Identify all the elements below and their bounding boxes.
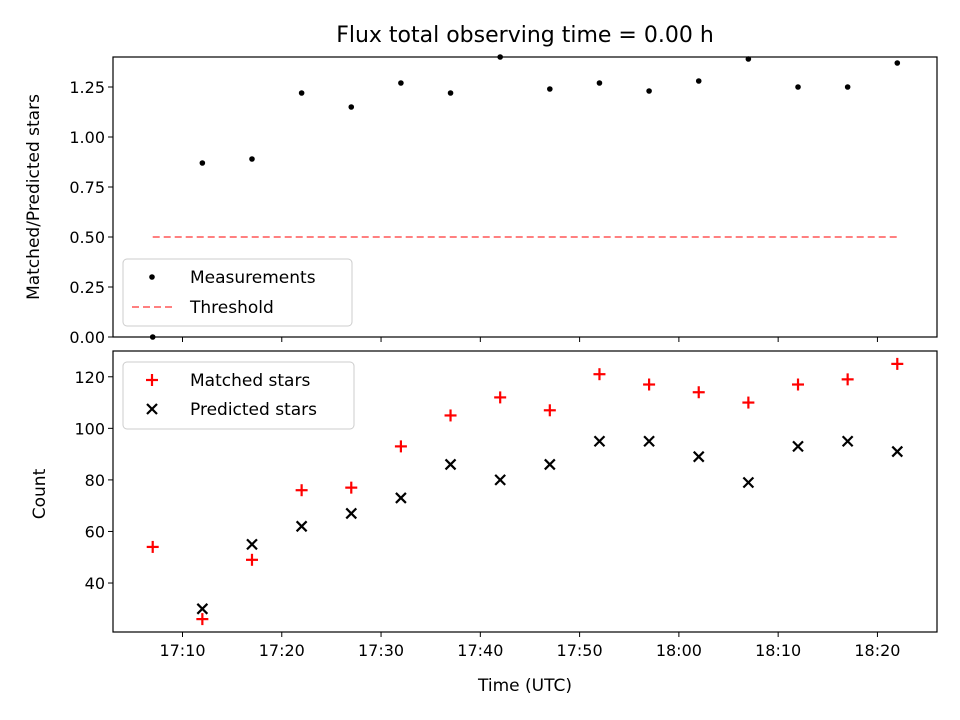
y-tick-label: 80: [85, 471, 105, 490]
bottom-y-axis-label: Count: [30, 468, 50, 519]
legend-matched-marker: [146, 374, 158, 386]
y-tick-label: 1.00: [69, 128, 105, 147]
measurement-point: [298, 90, 305, 96]
measurement-point: [249, 156, 255, 162]
y-tick-label: 1.25: [69, 78, 105, 97]
legend-threshold-label: Threshold: [189, 298, 274, 318]
predicted-stars-point: [196, 603, 209, 615]
predicted-stars-point: [643, 435, 655, 448]
predicted-stars-point: [246, 538, 258, 551]
measurement-point: [894, 60, 901, 66]
y-tick-label: 60: [85, 522, 105, 541]
predicted-stars-point: [792, 440, 804, 453]
measurement-point: [447, 90, 454, 96]
top-plot-panel: Flux total observing time = 0.00 h Match…: [24, 23, 938, 347]
matched-stars-point: [543, 404, 556, 417]
measurement-point: [844, 84, 851, 90]
top-legend-box: [122, 258, 353, 327]
measurement-point: [398, 80, 404, 86]
matched-stars-point: [245, 553, 258, 566]
bottom-plot-frame: [112, 350, 938, 633]
measurement-point: [596, 80, 603, 86]
matched-stars-point: [494, 391, 507, 404]
x-tick-label: 17:50: [557, 641, 603, 660]
predicted-stars-point: [742, 476, 755, 489]
legend-measurements-marker: [149, 274, 155, 280]
y-tick-label: 40: [85, 574, 105, 593]
predicted-stars-point: [841, 435, 854, 448]
y-tick-label: 120: [74, 368, 105, 387]
x-tick-label: 18:00: [656, 641, 702, 660]
bottom-legend: Matched stars Predicted stars: [122, 361, 355, 430]
measurement-point: [646, 88, 652, 94]
predicted-stars-point: [444, 458, 457, 471]
predicted-stars-point: [544, 458, 556, 471]
matched-stars-point: [146, 540, 159, 553]
y-tick-label: 0.00: [69, 328, 105, 347]
predicted-stars-point: [692, 450, 705, 463]
matched-stars-point: [593, 368, 606, 381]
matched-stars-point: [841, 373, 854, 386]
predicted-stars-point: [494, 474, 506, 486]
top-legend: Measurements Threshold: [122, 258, 353, 327]
matched-stars-point: [394, 440, 407, 453]
y-tick-label: 0.75: [69, 178, 105, 197]
measurement-point: [547, 86, 553, 92]
chart-title: Flux total observing time = 0.00 h: [336, 23, 714, 48]
bottom-legend-box: [122, 361, 355, 430]
measurement-point: [795, 84, 801, 90]
predicted-stars-point: [593, 435, 606, 448]
x-tick-label: 18:20: [854, 641, 900, 660]
legend-predicted-marker: [146, 403, 158, 415]
bottom-plot-panel: Count Time (UTC) 40 60 80 100 120 17:10 17:20…: [30, 350, 938, 696]
y-tick-label: 0.25: [69, 278, 105, 297]
matched-stars-point: [891, 357, 904, 370]
predicted-stars-point: [345, 507, 358, 520]
measurement-point: [695, 78, 702, 84]
matched-stars-point: [345, 481, 358, 494]
predicted-stars-point: [891, 445, 904, 458]
top-y-axis-label: Matched/Predicted stars: [24, 94, 44, 300]
top-plot-frame: [112, 56, 938, 338]
predicted-stars-point: [295, 520, 308, 533]
matched-stars-point: [742, 396, 755, 409]
y-tick-label: 100: [74, 419, 105, 438]
x-tick-label: 17:20: [259, 641, 305, 660]
legend-measurements-label: Measurements: [190, 268, 316, 288]
x-tick-label: 18:10: [755, 641, 801, 660]
matched-stars-point: [444, 409, 457, 422]
x-tick-label: 17:40: [457, 641, 503, 660]
x-tick-label: 17:10: [159, 641, 205, 660]
legend-matched-label: Matched stars: [190, 371, 310, 391]
measurement-point: [199, 160, 206, 166]
x-tick-label: 17:30: [358, 641, 404, 660]
matched-stars-point: [792, 378, 805, 391]
matched-stars-point: [295, 484, 308, 497]
matched-stars-point: [692, 386, 705, 399]
matched-stars-point: [196, 613, 209, 626]
x-axis-label: Time (UTC): [477, 676, 572, 696]
y-tick-label: 0.50: [69, 228, 105, 247]
matched-stars-point: [643, 378, 656, 391]
legend-predicted-label: Predicted stars: [190, 400, 317, 420]
measurement-point: [348, 104, 355, 110]
predicted-stars-point: [395, 492, 407, 504]
